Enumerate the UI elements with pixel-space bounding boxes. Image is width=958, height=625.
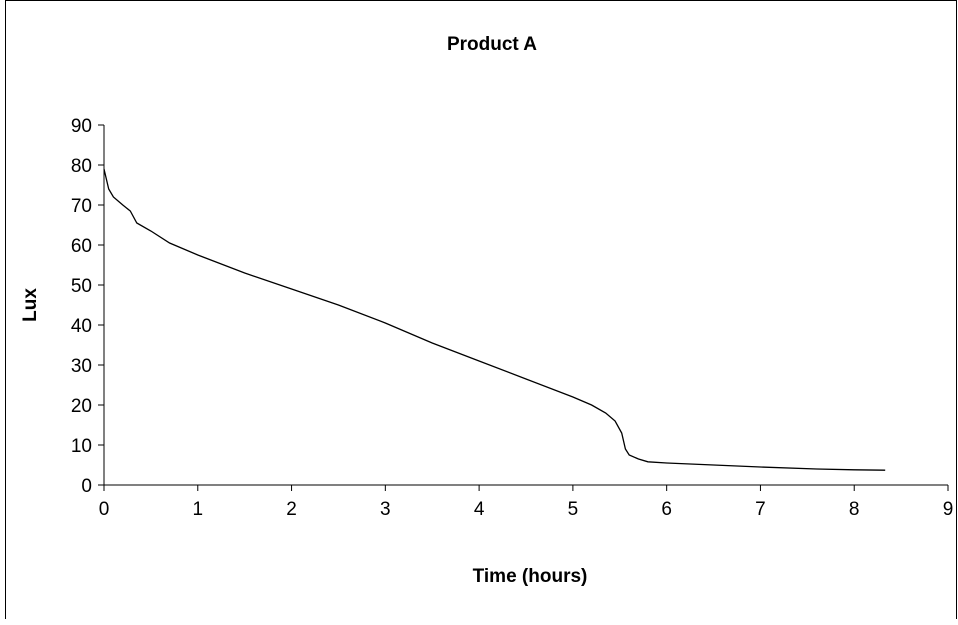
y-tick-label: 70	[71, 196, 92, 217]
y-tick-label: 30	[71, 356, 92, 377]
y-tick-label: 0	[81, 476, 92, 497]
x-tick-label: 0	[99, 499, 110, 520]
ticks: 0 10 20 30 40 50 60 70 80 90 0 1 2 3 4 5 6 7 8 9	[71, 116, 953, 520]
x-tick-label: 6	[661, 499, 672, 520]
chart-svg: Product A Time (hours) Lux 0102030405060…	[20, 34, 953, 587]
x-tick-label: 1	[192, 499, 203, 520]
y-tick-label: 50	[71, 276, 92, 297]
y-tick-label: 60	[71, 236, 92, 257]
chart-title: Product A	[447, 34, 537, 55]
plot-area	[103, 168, 886, 471]
y-tick-label: 80	[71, 156, 92, 177]
y-tick-label: 40	[71, 316, 92, 337]
x-tick-label: 8	[849, 499, 860, 520]
x-tick-label: 4	[474, 499, 485, 520]
x-axis-label: Time (hours)	[473, 566, 588, 587]
x-tick-label: 3	[380, 499, 391, 520]
x-tick-label: 7	[755, 499, 766, 520]
x-tick-label: 9	[943, 499, 954, 520]
y-tick-label: 90	[71, 116, 92, 137]
y-tick-label: 20	[71, 396, 92, 417]
x-tick-label: 5	[568, 499, 579, 520]
y-axis-label: Lux	[20, 288, 41, 322]
x-tick-label: 2	[286, 499, 297, 520]
series-line	[103, 168, 886, 471]
chart-frame: Product A Time (hours) Lux 0 10 20 30 40 50 60…	[5, 0, 957, 619]
axes	[103, 125, 948, 486]
y-tick-label: 10	[71, 436, 92, 457]
